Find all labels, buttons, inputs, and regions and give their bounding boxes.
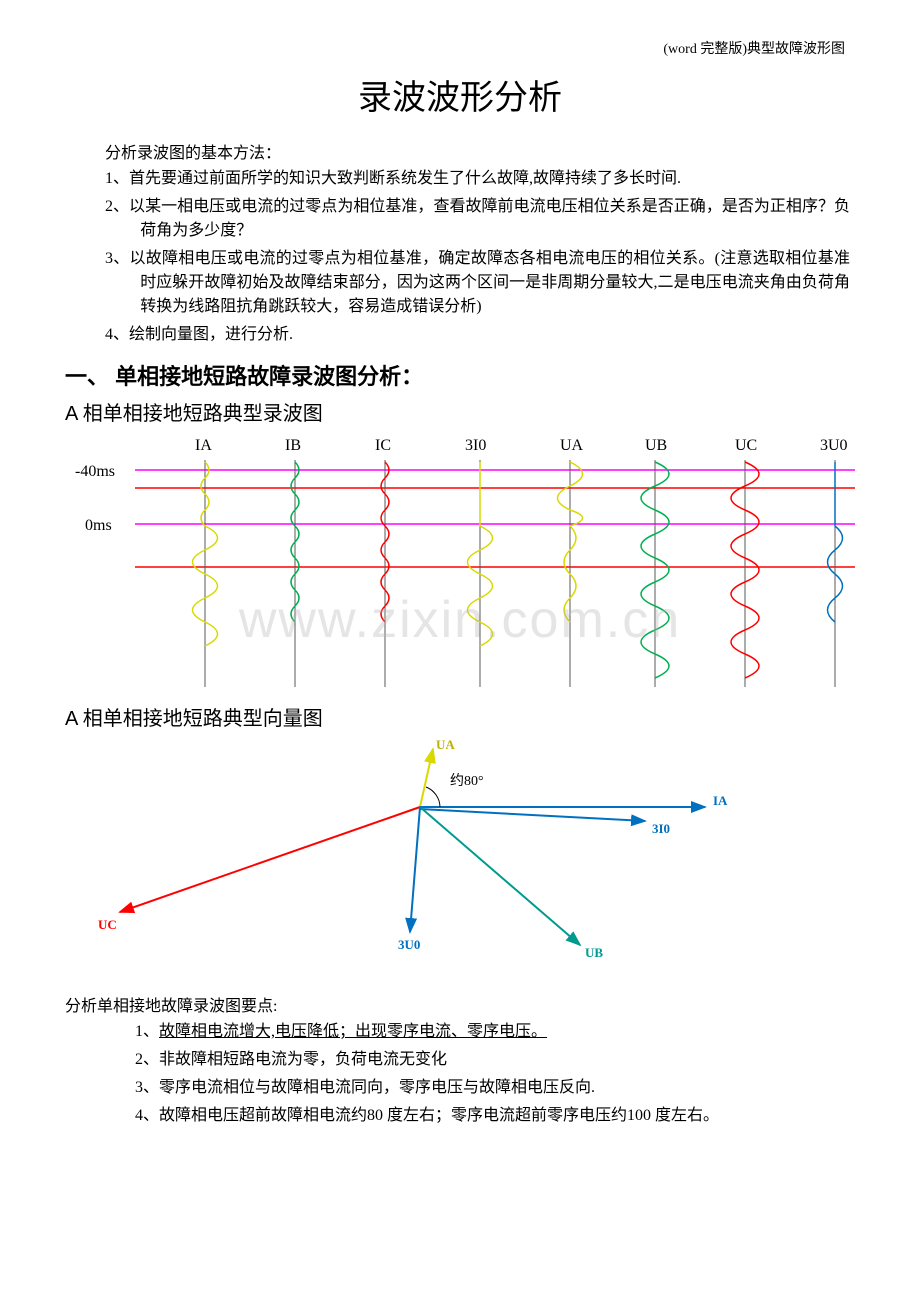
analysis-label: 分析单相接地故障录波图要点: <box>65 992 855 1016</box>
section-heading: 一、 单相接地短路故障录波图分析： <box>65 359 855 391</box>
vector-label: 3U0 <box>398 937 420 952</box>
intro-label: 分析录波图的基本方法： <box>105 139 855 163</box>
point-item: 1、故障相电流增大,电压降低；出现零序电流、零序电压。 <box>135 1020 855 1044</box>
point-item: 2、非故障相短路电流为零，负荷电流无变化 <box>135 1048 855 1072</box>
channel-label: UB <box>645 437 667 454</box>
channel-label: IC <box>375 437 391 454</box>
method-item: 2、以某一相电压或电流的过零点为相位基准，查看故障前电流电压相位关系是否正确，是… <box>105 195 855 243</box>
channel-label: UA <box>560 437 584 454</box>
vector-subtitle: A 相单相接地短路典型向量图 <box>65 702 855 731</box>
vector-3u0 <box>410 807 420 932</box>
vector-label: 3I0 <box>652 821 670 836</box>
method-item: 1、首先要通过前面所学的知识大致判断系统发生了什么故障,故障持续了多长时间. <box>105 167 855 191</box>
channel-label: UC <box>735 437 757 454</box>
waveform-diagram: IA IB IC 3I0 UA UB UC 3U0 -40ms 0ms <box>65 432 855 692</box>
vector-ub <box>420 807 580 945</box>
header-note: (word 完整版)典型故障波形图 <box>663 38 845 58</box>
angle-arc <box>426 787 440 807</box>
time-label: 0ms <box>85 517 112 534</box>
vector-3i0 <box>420 809 645 821</box>
waveform-subtitle: A 相单相接地短路典型录波图 <box>65 397 855 426</box>
channel-label: IB <box>285 437 301 454</box>
vector-label: UA <box>436 737 455 752</box>
channel-label: 3U0 <box>820 437 848 454</box>
vector-label: UC <box>98 917 117 932</box>
method-item: 3、以故障相电压或电流的过零点为相位基准，确定故障态各相电流电压的相位关系。(注… <box>105 247 855 319</box>
page-title: 录波波形分析 <box>65 70 855 119</box>
vector-ua <box>420 749 433 807</box>
vector-diagram: UA IA 3I0 UB UC 3U0 约80° <box>80 737 840 972</box>
channel-label: 3I0 <box>465 437 486 454</box>
time-label: -40ms <box>75 463 115 480</box>
point-item: 4、故障相电压超前故障相电流约80 度左右；零序电流超前零序电压约100 度左右… <box>135 1104 855 1128</box>
vector-label: IA <box>713 793 728 808</box>
method-item: 4、绘制向量图，进行分析. <box>105 323 855 347</box>
channel-label: IA <box>195 437 212 454</box>
angle-label: 约80° <box>450 773 484 789</box>
vector-label: UB <box>585 945 603 960</box>
point-item: 3、零序电流相位与故障相电流同向，零序电压与故障相电压反向. <box>135 1076 855 1100</box>
vector-uc <box>120 807 420 912</box>
